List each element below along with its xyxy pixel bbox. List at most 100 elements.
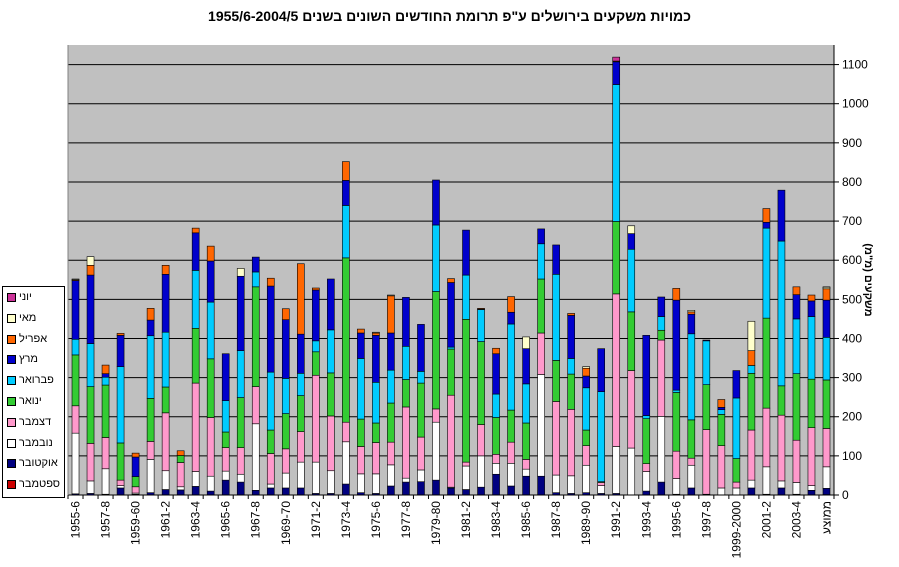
bar-segment xyxy=(567,313,575,316)
bar-segment xyxy=(146,459,155,493)
bar-segment xyxy=(312,461,320,494)
legend-label: מרץ xyxy=(19,353,38,366)
x-tick-label: 2003-4 xyxy=(789,501,803,539)
bar-segment xyxy=(312,287,320,291)
bar-segment xyxy=(642,415,651,420)
bar-segment xyxy=(342,161,350,181)
bar-segment xyxy=(281,448,290,474)
bar-segment xyxy=(642,418,651,465)
bar-segment xyxy=(507,311,515,325)
bar-segment xyxy=(206,301,215,360)
bar-segment xyxy=(522,348,530,385)
bar-segment xyxy=(537,332,545,375)
bar-segment xyxy=(176,462,185,488)
bar-segment xyxy=(146,441,155,460)
bar-segment xyxy=(477,424,485,457)
bar-segment xyxy=(146,398,155,442)
bar-segment xyxy=(131,476,140,488)
bar-segment xyxy=(161,264,170,275)
bar-segment xyxy=(236,447,245,475)
y-tick-label: 700 xyxy=(842,214,862,228)
bar-segment xyxy=(206,358,215,418)
bar-segment xyxy=(672,450,681,479)
bar-segment xyxy=(432,421,440,481)
y-tick-labels: 0 100 200 300 400 500 600 700 800 900 1000 1100 xyxy=(842,58,869,502)
y-tick-label: 200 xyxy=(842,410,862,424)
x-tick-label: 1969-70 xyxy=(279,501,293,545)
bar-segment xyxy=(146,335,155,399)
legend-swatch xyxy=(7,334,16,344)
bar-segment xyxy=(101,373,110,378)
bar-segment xyxy=(266,371,275,431)
bar-segment xyxy=(281,319,290,379)
bar-segment xyxy=(582,366,590,369)
bar-segment xyxy=(372,422,380,443)
bar-segment xyxy=(552,360,560,402)
x-tick-label: 1981-2 xyxy=(459,501,473,539)
bar-segment xyxy=(762,221,771,229)
bar-segment xyxy=(567,475,575,494)
bar-segment xyxy=(447,282,455,348)
bar-segment xyxy=(131,452,140,458)
bar-segment xyxy=(732,397,741,459)
x-tick-label: 1963-4 xyxy=(189,501,203,539)
bar-segment xyxy=(116,485,125,489)
bar-segment xyxy=(597,485,606,494)
bar-segment xyxy=(312,340,320,353)
bar-segment xyxy=(672,299,681,391)
bar-segment xyxy=(492,347,500,355)
bar-segment xyxy=(417,324,425,372)
bar-stacks xyxy=(71,56,831,496)
bar-segment xyxy=(762,227,771,319)
bar-segment xyxy=(342,483,350,496)
bar-segment xyxy=(86,343,95,387)
bar-segment xyxy=(762,317,771,409)
bar-segment xyxy=(492,473,500,496)
bar-segment xyxy=(777,240,786,387)
bar-segment xyxy=(552,474,560,493)
legend-label: דצמבר xyxy=(19,415,52,428)
bar-segment xyxy=(251,489,260,496)
bar-segment xyxy=(822,379,831,429)
bar-segment xyxy=(567,315,575,359)
bar-segment xyxy=(206,490,215,496)
bar-segment xyxy=(86,386,95,444)
bar-segment xyxy=(447,394,455,488)
legend-label: ינואר xyxy=(19,395,42,407)
bar-segment xyxy=(627,311,636,371)
bar-segment xyxy=(732,487,741,496)
x-tick-label: 1973-4 xyxy=(339,501,353,539)
bar-segment xyxy=(312,289,320,342)
legend-swatch xyxy=(7,417,16,427)
legend-label: יוני xyxy=(19,291,32,303)
legend-swatch xyxy=(7,313,16,323)
bar-segment xyxy=(221,447,230,472)
bar-segment xyxy=(762,208,771,223)
bar-segment xyxy=(612,56,621,62)
bar-segment xyxy=(281,487,290,496)
bar-segment xyxy=(552,273,560,361)
bar-segment xyxy=(672,288,681,301)
bar-segment xyxy=(492,453,500,464)
y-tick-label: 100 xyxy=(842,449,862,463)
bar-segment xyxy=(342,421,350,443)
bar-segment xyxy=(807,316,816,380)
bar-segment xyxy=(206,245,215,262)
bar-segment xyxy=(672,392,681,452)
bar-segment xyxy=(432,224,440,292)
bar-segment xyxy=(86,264,95,276)
bar-segment xyxy=(251,386,260,425)
bar-segment xyxy=(327,415,335,472)
bar-segment xyxy=(417,481,425,496)
bar-segment xyxy=(342,257,350,423)
bar-segment xyxy=(432,479,440,496)
bar-segment xyxy=(191,486,200,496)
x-tick-label: 1995-6 xyxy=(669,501,683,539)
bar-segment xyxy=(522,468,530,477)
y-tick-label: 600 xyxy=(842,253,862,267)
bar-segment xyxy=(251,271,260,288)
bar-segment xyxy=(777,385,786,416)
bar-segment xyxy=(281,472,290,489)
bar-segment xyxy=(687,333,696,421)
bar-segment xyxy=(176,455,185,463)
